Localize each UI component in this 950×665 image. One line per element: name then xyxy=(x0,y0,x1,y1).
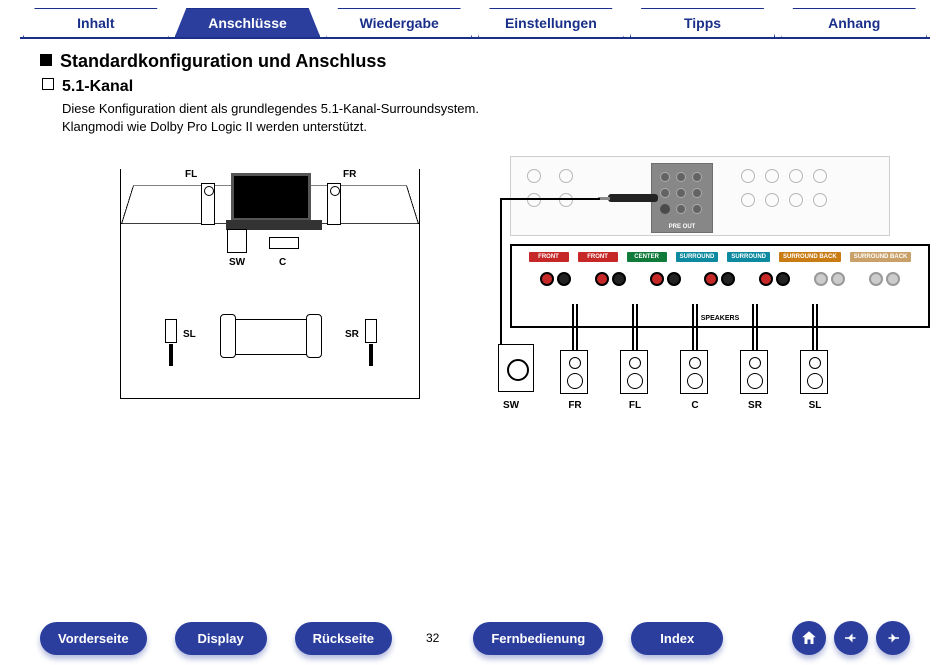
subwoofer-icon xyxy=(227,229,247,253)
nav-rueckseite-button[interactable]: Rückseite xyxy=(295,622,392,655)
label-sl: SL xyxy=(183,329,196,340)
nav-vorderseite-button[interactable]: Vorderseite xyxy=(40,622,147,655)
term-label-5: SURROUND BACK xyxy=(779,252,841,262)
preout-cable-wire-h xyxy=(550,198,600,200)
label-sr: SR xyxy=(345,329,359,340)
term-label-3: SURROUND xyxy=(676,252,719,262)
out-label-fl: FL xyxy=(618,400,652,411)
label-fr: FR xyxy=(343,169,356,180)
output-fr-icon xyxy=(560,350,588,394)
room-diagram: FL FR SW C SL SR xyxy=(60,154,460,444)
term-label-4: SURROUND xyxy=(727,252,770,262)
rear-panel-diagram: PRE OUT xyxy=(490,154,890,444)
speaker-sr-icon xyxy=(365,319,377,343)
nav-fernbedienung-button[interactable]: Fernbedienung xyxy=(473,622,603,655)
output-sl-icon xyxy=(800,350,828,394)
top-tabs: Inhalt Anschlüsse Wiedergabe Einstellung… xyxy=(20,0,930,39)
prev-page-icon[interactable] xyxy=(834,621,868,655)
page-heading: Standardkonfiguration und Anschluss xyxy=(40,51,910,72)
preout-block: PRE OUT xyxy=(651,163,713,233)
term-label-6: SURROUND BACK xyxy=(850,252,912,262)
tv-icon xyxy=(231,173,311,221)
output-fl-icon xyxy=(620,350,648,394)
nav-icon-group xyxy=(792,621,910,655)
term-label-1: FRONT xyxy=(578,252,618,262)
out-label-fr: FR xyxy=(558,400,592,411)
bottom-nav: Vorderseite Display Rückseite 32 Fernbed… xyxy=(0,621,950,655)
next-page-icon[interactable] xyxy=(876,621,910,655)
out-label-c: C xyxy=(678,400,712,411)
output-c-icon xyxy=(680,350,708,394)
home-icon[interactable] xyxy=(792,621,826,655)
nav-index-button[interactable]: Index xyxy=(631,622,723,655)
label-c: C xyxy=(279,257,286,268)
speaker-fl-icon xyxy=(201,183,215,225)
output-speakers: SW FR FL C SR SL xyxy=(520,304,920,409)
tab-anschluesse[interactable]: Anschlüsse xyxy=(175,8,321,37)
output-sw-icon xyxy=(498,344,534,392)
tab-wiedergabe[interactable]: Wiedergabe xyxy=(326,8,472,37)
speaker-sl-icon xyxy=(165,319,177,343)
terminal-posts-row xyxy=(512,272,928,286)
preout-cable-plug xyxy=(608,194,658,202)
term-label-0: FRONT xyxy=(529,252,569,262)
tab-einstellungen[interactable]: Einstellungen xyxy=(478,8,624,37)
diagrams-row: FL FR SW C SL SR xyxy=(40,154,910,444)
preout-cable-wire-h2 xyxy=(500,198,552,200)
page-subheading: 5.1-Kanal xyxy=(42,78,910,96)
sofa-icon xyxy=(227,319,315,355)
term-label-2: CENTER xyxy=(627,252,667,262)
terminal-labels-row: FRONT FRONT CENTER SURROUND SURROUND SUR… xyxy=(512,252,928,262)
page-content: Standardkonfiguration und Anschluss 5.1-… xyxy=(0,39,950,444)
nav-display-button[interactable]: Display xyxy=(175,622,267,655)
out-label-sw: SW xyxy=(494,400,528,411)
output-sr-icon xyxy=(740,350,768,394)
preout-label: PRE OUT xyxy=(652,224,712,230)
speaker-center-icon xyxy=(269,237,299,249)
page-number: 32 xyxy=(420,631,445,645)
tab-anhang[interactable]: Anhang xyxy=(781,8,927,37)
body-text-1: Diese Konfiguration dient als grundlegen… xyxy=(62,100,910,118)
tab-inhalt[interactable]: Inhalt xyxy=(23,8,169,37)
label-fl: FL xyxy=(185,169,197,180)
out-label-sr: SR xyxy=(738,400,772,411)
speaker-fr-icon xyxy=(327,183,341,225)
tab-tipps[interactable]: Tipps xyxy=(630,8,776,37)
out-label-sl: SL xyxy=(798,400,832,411)
room-outline: FL FR SW C SL SR xyxy=(120,169,420,399)
label-sw: SW xyxy=(229,257,245,268)
rear-panel-ghost: PRE OUT xyxy=(510,156,890,236)
body-text-2: Klangmodi wie Dolby Pro Logic II werden … xyxy=(62,118,910,136)
